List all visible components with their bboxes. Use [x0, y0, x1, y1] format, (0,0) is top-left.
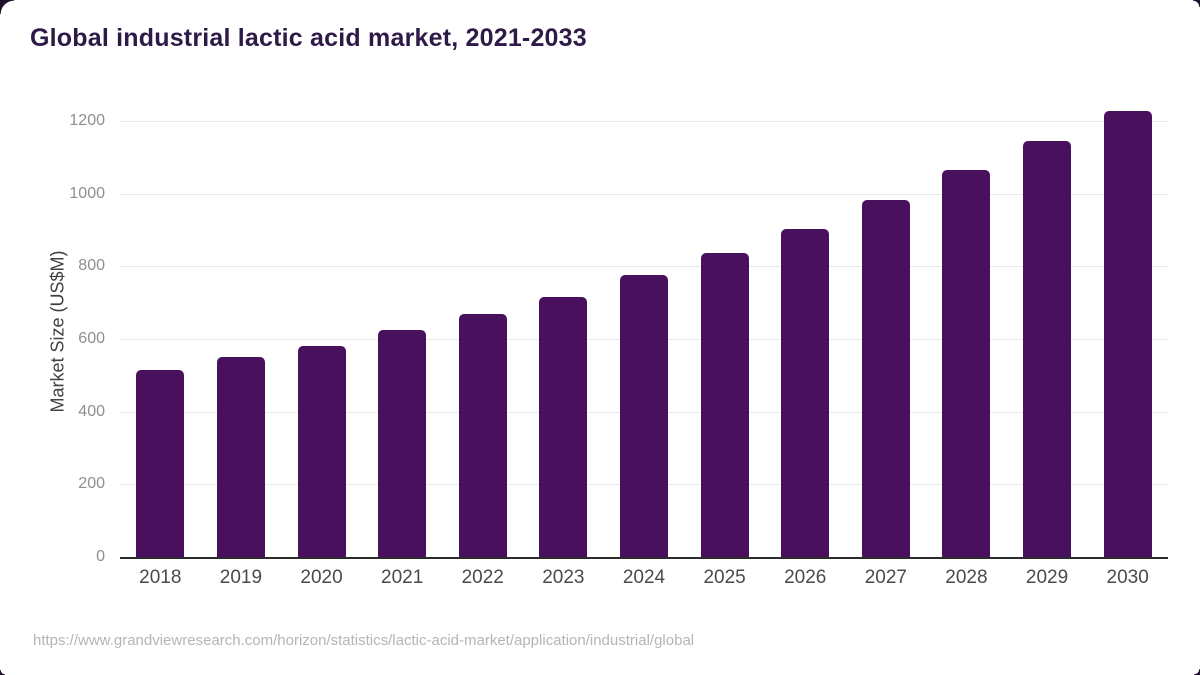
chart-title: Global industrial lactic acid market, 20… — [30, 24, 587, 52]
bar-2024 — [620, 274, 668, 557]
x-tick-label-2023: 2023 — [542, 567, 585, 588]
x-tick-label-2025: 2025 — [703, 567, 746, 588]
x-tick-label-2020: 2020 — [300, 567, 343, 588]
bar-2025 — [700, 252, 749, 557]
plot-area — [120, 111, 1168, 559]
y-tick-label-800: 800 — [78, 257, 105, 275]
x-tick-label-2022: 2022 — [461, 567, 504, 588]
x-tick-label-2026: 2026 — [784, 567, 827, 588]
source-url: https://www.grandviewresearch.com/horizo… — [33, 632, 695, 649]
bar-2023 — [539, 296, 588, 557]
bar-2028 — [942, 170, 991, 557]
y-tick-label-600: 600 — [78, 330, 105, 347]
rounded-corner-artifact-bottom-left — [0, 670, 5, 675]
y-tick-label-1200: 1200 — [69, 112, 105, 129]
gridline-1000 — [120, 193, 1168, 195]
x-axis-line — [120, 557, 1168, 559]
bar-2019 — [216, 357, 265, 557]
bar-2022 — [458, 314, 507, 557]
bar-2021 — [378, 330, 427, 557]
x-tick-label-2024: 2024 — [622, 567, 666, 588]
rounded-corner-artifact-bottom-right — [1194, 669, 1200, 675]
x-tick-label-2019: 2019 — [219, 567, 263, 588]
x-tick-label-2028: 2028 — [945, 567, 988, 588]
y-tick-label-0: 0 — [96, 548, 105, 565]
gridline-800 — [120, 266, 1168, 268]
rounded-corner-artifact-top-left — [0, 0, 14, 14]
x-tick-label-2021: 2021 — [381, 567, 424, 588]
x-tick-label-2029: 2029 — [1025, 567, 1069, 588]
bar-2027 — [861, 200, 910, 557]
x-tick-label-2030: 2030 — [1106, 567, 1149, 588]
bar-2020 — [297, 346, 346, 557]
y-tick-label-400: 400 — [78, 402, 105, 420]
y-tick-label-1000: 1000 — [69, 184, 105, 202]
x-tick-label-2018: 2018 — [139, 567, 182, 588]
bar-2030 — [1103, 111, 1152, 557]
bar-2026 — [781, 228, 830, 557]
x-tick-label-2027: 2027 — [864, 567, 907, 588]
bar-2018 — [136, 369, 185, 557]
gridline-1200 — [120, 121, 1168, 122]
y-tick-label-200: 200 — [78, 475, 105, 493]
bar-2029 — [1023, 141, 1072, 557]
rounded-corner-artifact-top-right — [1193, 0, 1200, 7]
